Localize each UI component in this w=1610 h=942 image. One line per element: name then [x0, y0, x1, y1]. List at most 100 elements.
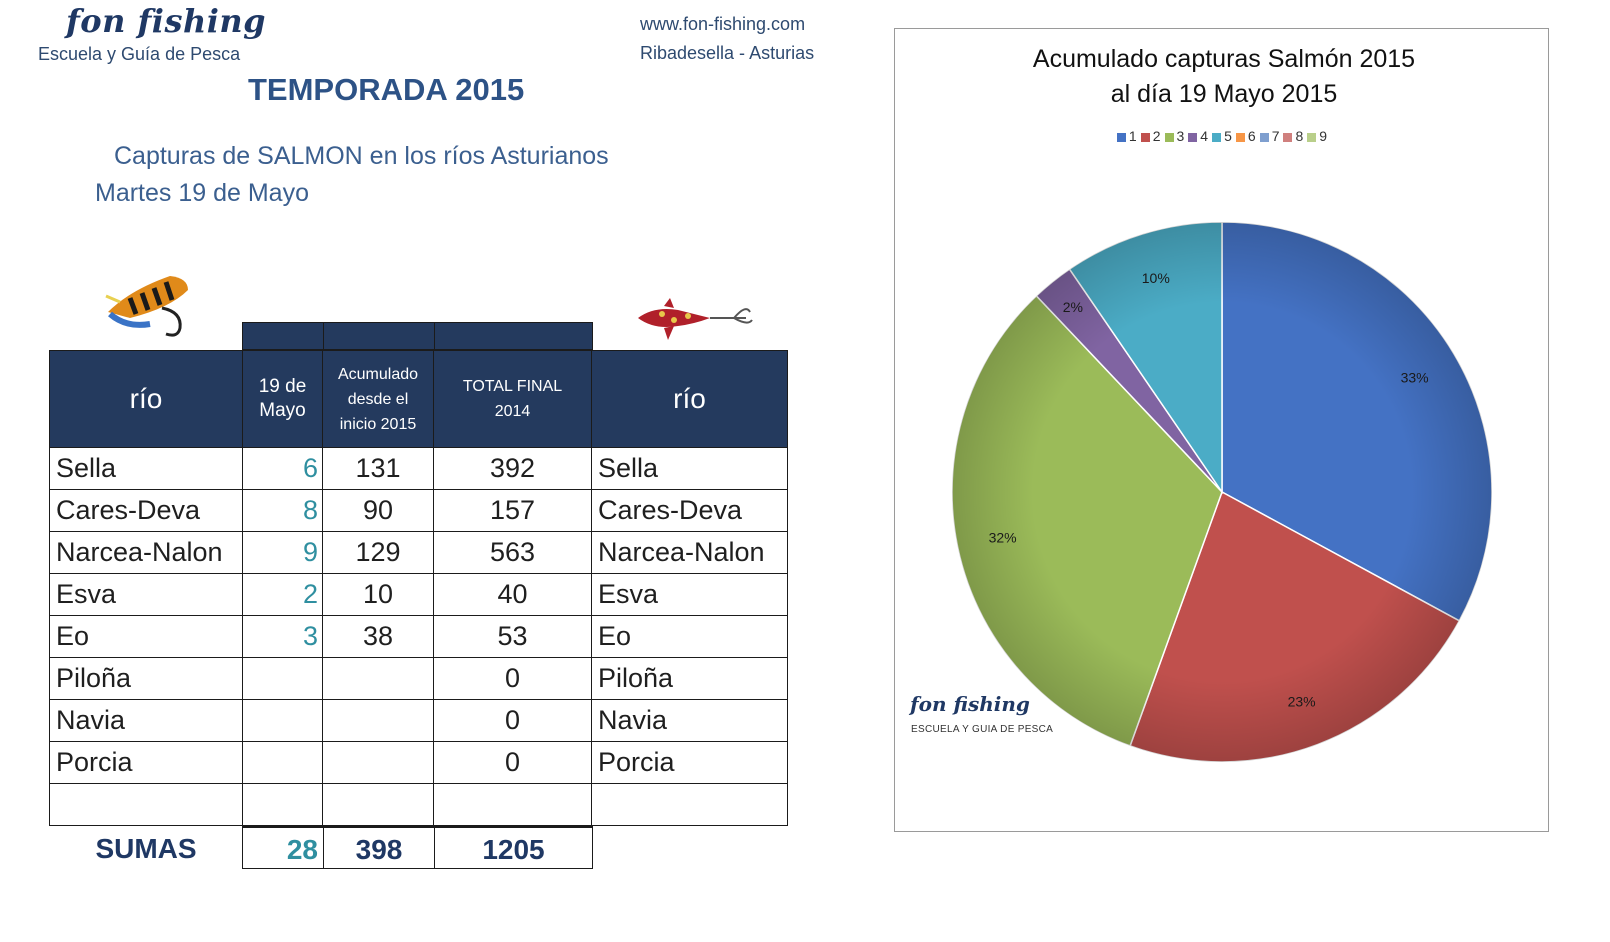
chart-logo: fon fishing — [910, 692, 1030, 716]
header-river: río — [49, 350, 243, 448]
legend-swatch — [1283, 132, 1293, 142]
total-2014: 53 — [433, 615, 592, 658]
sums-label: SUMAS — [95, 833, 197, 864]
legend-swatch — [1140, 132, 1150, 142]
accumulated-count: 129 — [322, 531, 434, 574]
legend-swatch — [1164, 132, 1174, 142]
river-name-right: Cares-Deva — [591, 489, 788, 532]
pie-data-label: 33% — [1401, 369, 1429, 385]
accumulated-count — [322, 657, 434, 700]
chart-title-line: Acumulado capturas Salmón 2015 — [1032, 45, 1416, 73]
header-acc-line: desde el — [347, 390, 409, 408]
legend-item: 3 — [1164, 128, 1184, 144]
header-day: 19 de Mayo — [242, 350, 323, 448]
day-count: 3 — [242, 615, 323, 658]
chart-frame — [894, 28, 1549, 832]
river-name: Sella — [49, 447, 243, 490]
river-name-right: Sella — [591, 447, 788, 490]
legend-swatch — [1212, 132, 1222, 142]
accumulated-count — [322, 699, 434, 742]
day-count: 2 — [242, 573, 323, 616]
day-count: 9 — [242, 531, 323, 574]
header-day-line: Mayo — [259, 400, 306, 421]
accumulated-count: 38 — [322, 615, 434, 658]
pie-chart: 33% 23% 32% 2% 10% — [951, 221, 1493, 763]
river-name: Cares-Deva — [49, 489, 243, 532]
header-accumulated: Acumulado desde el inicio 2015 — [322, 350, 434, 448]
brand-subtitle: Escuela y Guía de Pesca — [38, 44, 241, 64]
total-2014: 157 — [433, 489, 592, 532]
legend-item: 7 — [1259, 128, 1280, 144]
legend-swatch — [1259, 132, 1269, 142]
river-name-right: Piloña — [591, 657, 788, 700]
chart-title-line: al día 19 Mayo 2015 — [1110, 80, 1338, 108]
day-count — [242, 657, 323, 700]
river-name: Porcia — [49, 741, 243, 784]
page-subtitle: Capturas de SALMON en los ríos Asturiano… — [114, 142, 609, 170]
river-name-right: Navia — [591, 699, 788, 742]
legend-item: 5 — [1212, 128, 1232, 144]
sum-day: 28 — [242, 826, 324, 869]
season-title: TEMPORADA 2015 — [248, 72, 525, 107]
legend-swatch — [1307, 132, 1317, 142]
legend-item: 4 — [1188, 128, 1208, 144]
table-row: Navia 0 Navia — [49, 699, 788, 742]
report-date: Martes 19 de Mayo — [95, 179, 309, 207]
header-river-right: río — [591, 350, 788, 448]
total-2014 — [433, 783, 592, 826]
day-count — [242, 741, 323, 784]
pie-data-label: 23% — [1288, 693, 1316, 709]
day-count: 8 — [242, 489, 323, 532]
river-name-right — [591, 783, 788, 826]
spinner-lure-icon — [638, 298, 753, 340]
accumulated-count: 90 — [322, 489, 434, 532]
location-text: Ribadesella - Asturias — [640, 43, 815, 63]
header-total-line: TOTAL FINAL — [462, 378, 563, 395]
accumulated-count: 10 — [322, 573, 434, 616]
river-name — [49, 783, 243, 826]
day-count — [242, 699, 323, 742]
total-2014: 563 — [433, 531, 592, 574]
header-top-bar — [323, 322, 435, 350]
total-2014: 0 — [433, 657, 592, 700]
accumulated-count: 131 — [322, 447, 434, 490]
legend-label: 9 — [1319, 128, 1328, 144]
legend-label: 2 — [1152, 128, 1161, 144]
river-name: Esva — [49, 573, 243, 616]
river-name: Narcea-Nalon — [49, 531, 243, 574]
pie-data-label: 10% — [1142, 270, 1170, 286]
legend-label: 8 — [1295, 128, 1304, 144]
table-row: Eo 3 38 53 Eo — [49, 615, 788, 658]
captures-table: río 19 de Mayo Acumulado desde el inicio… — [49, 350, 788, 826]
table-row: Narcea-Nalon 9 129 563 Narcea-Nalon — [49, 531, 788, 574]
accumulated-count — [322, 783, 434, 826]
river-name-right: Porcia — [591, 741, 788, 784]
legend-item: 6 — [1235, 128, 1256, 144]
table-row: Cares-Deva 8 90 157 Cares-Deva — [49, 489, 788, 532]
sum-accumulated: 398 — [323, 826, 435, 869]
table-row: Piloña 0 Piloña — [49, 657, 788, 700]
legend-label: 7 — [1271, 128, 1280, 144]
header-total-line: 2014 — [494, 403, 531, 420]
legend-swatch — [1235, 132, 1245, 142]
chart-logo-subtitle: ESCUELA Y GUIA DE PESCA — [911, 724, 1054, 735]
total-2014: 0 — [433, 699, 592, 742]
header-acc-line: Acumulado — [337, 365, 419, 383]
river-name: Navia — [49, 699, 243, 742]
pie-shading — [952, 222, 1492, 762]
website-text: www.fon-fishing.com — [640, 14, 806, 34]
chart-title: Acumulado capturas Salmón 2015 al día 19… — [894, 42, 1554, 112]
day-count: 6 — [242, 447, 323, 490]
total-2014: 40 — [433, 573, 592, 616]
header-top-bar — [434, 322, 593, 350]
pie-data-label: 2% — [1063, 299, 1083, 315]
legend-label: 6 — [1247, 128, 1256, 144]
header-acc-line: inicio 2015 — [339, 415, 417, 433]
day-count — [242, 783, 323, 826]
table-row: Porcia 0 Porcia — [49, 741, 788, 784]
table-row: Esva 2 10 40 Esva — [49, 573, 788, 616]
legend-label: 5 — [1224, 128, 1232, 144]
total-2014: 0 — [433, 741, 592, 784]
header-total-2014: TOTAL FINAL 2014 — [433, 350, 592, 448]
